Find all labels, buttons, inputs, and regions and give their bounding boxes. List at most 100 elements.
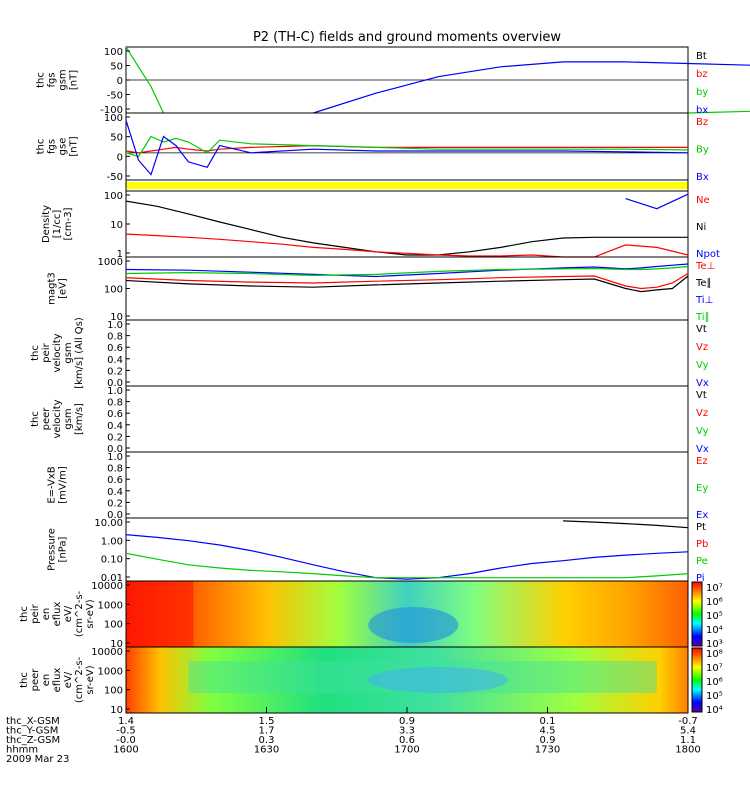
y-axis-label-line: velocity (52, 399, 63, 438)
y-axis-label-line: velocity (52, 333, 63, 372)
ephemeris-value: 5.4 (680, 726, 696, 737)
y-axis-label-line: Pressure (47, 528, 58, 571)
y-axis-label: Pressure [nPa] (47, 528, 69, 571)
panel-frame (125, 319, 689, 387)
y-tick-label: 100 (104, 113, 123, 124)
y-axis-label-line: fgs (47, 139, 58, 154)
ephemeris-value: 0.1 (540, 716, 556, 727)
y-axis-label-line: peir (30, 603, 41, 623)
ephemeris-value: 1600 (113, 745, 138, 756)
panel-frame (125, 112, 689, 181)
y-axis-label: thc fgs gse [nT] (36, 136, 80, 156)
legend-entry-ex: Ex (696, 510, 708, 521)
y-axis-label: E=-VxB [mV/m] (47, 466, 69, 504)
date-label: 2009 Mar 23 (6, 754, 69, 765)
y-tick-label: 100 (104, 285, 123, 296)
y-tick-label: 0.2 (107, 432, 123, 443)
legend: Bt bz by bx (696, 51, 708, 116)
colorbar-tick-label: 10⁴ (706, 625, 723, 636)
y-tick-label: 0.6 (107, 475, 123, 486)
series-line-te (125, 272, 689, 290)
panel-fgs-gse: 100 50 0 -50 thc fgs gse [nT] Bz By Bx (36, 112, 709, 183)
y-axis-label-line: E=-VxB (47, 466, 58, 503)
y-axis-label-line: [eV] (58, 278, 69, 299)
y-axis-label: thc peir en eflux eV/(cm^2-s-sr-eV) (19, 590, 96, 637)
y-tick-label: 0.6 (107, 409, 123, 420)
legend: Ne Ni Npot (696, 195, 720, 260)
y-axis-label-line: [nT] (69, 70, 80, 90)
legend-entry-by: By (696, 145, 709, 156)
y-tick-label: 50 (110, 62, 123, 73)
y-tick-label: 0.4 (107, 355, 123, 366)
legend-entry-vz: Vz (696, 342, 708, 353)
legend-entry-te: Te∥ (695, 278, 712, 289)
ephemeris-value: 1.5 (259, 716, 275, 727)
legend-entry-by: by (696, 87, 708, 98)
y-tick-label: 10 (110, 220, 123, 231)
y-axis-label-line: sr-eV) (85, 665, 96, 694)
panel-frame (125, 385, 689, 453)
y-tick-label: 0.8 (107, 332, 123, 343)
legend-entry-pb: Pb (696, 539, 708, 550)
legend-entry-vz: Vz (696, 408, 708, 419)
legend-entry-pe: Pe (696, 556, 708, 567)
spectrogram-band (126, 581, 194, 647)
ephemeris-row-label: thc_X-GSM (6, 716, 60, 727)
y-tick-label: 1.00 (101, 536, 123, 547)
legend-entry-ti: Ti∥ (695, 312, 710, 323)
legend-entry-bt: Bt (696, 51, 707, 62)
legend-entry-vx: Vx (696, 444, 709, 455)
colorbar-scale (691, 647, 703, 713)
y-axis-label-line: fgs (47, 72, 58, 87)
y-tick-label: 10 (110, 639, 123, 650)
series-line-pt (563, 520, 689, 529)
legend-entry-vy: Vy (696, 426, 709, 437)
y-tick-label: 0.4 (107, 421, 123, 432)
ephemeris-value: 4.5 (540, 726, 556, 737)
colorbar: 10⁸ 10⁷ 10⁶ 10⁵ 10⁴ (691, 647, 723, 716)
y-axis-label-line: thc (19, 672, 30, 688)
colorbar-tick-label: 10⁵ (706, 691, 723, 702)
panel-temperature: 1000 100 10 magt3 [eV] Te⊥ Te∥ Ti⊥ Ti∥ (47, 256, 715, 323)
colorbar-tick-label: 10⁶ (706, 677, 723, 688)
y-axis-label-line: en (41, 674, 52, 687)
panel-pressure: 10.00 1.00 0.10 0.01 Pressure [nPa] Pt Pb Pe Pi (47, 517, 708, 584)
legend-entry-pi: Pi (696, 573, 705, 584)
ephemeris-value: 0.9 (540, 735, 556, 746)
colorbar-scale (691, 581, 703, 647)
y-axis-label-line: peir (41, 342, 52, 362)
y-axis-label: Density [1/cc] [cm-3] (41, 205, 74, 243)
y-tick-label: 10000 (91, 581, 123, 592)
legend: Pt Pb Pe Pi (696, 522, 708, 584)
series-line-pe (125, 552, 689, 579)
ephemeris-row-label: hhmm (6, 745, 38, 756)
ephemeris-value: 0.9 (399, 716, 415, 727)
y-axis-label-line: [km/s] (All Qs) (74, 317, 85, 389)
ephemeris-value: 3.3 (399, 726, 415, 737)
y-axis-label-line: eflux (52, 602, 63, 627)
legend-entry-vx: Vx (696, 378, 709, 389)
y-tick-label: 0.0 (107, 378, 123, 389)
colorbar-tick-label: 10⁸ (706, 649, 723, 660)
panel-frame (125, 256, 689, 321)
y-tick-label: 100 (104, 47, 123, 58)
ephemeris-value: 1630 (254, 745, 279, 756)
panel-frame (125, 517, 689, 582)
y-tick-label: 0.0 (107, 444, 123, 455)
legend-entry-ey: Ey (696, 483, 708, 494)
legend: Bz By Bx (696, 117, 709, 183)
colorbar-tick-label: 10⁶ (706, 597, 723, 608)
ephemeris-value: -0.0 (116, 735, 136, 746)
y-tick-label: -50 (107, 91, 123, 102)
y-axis-label-line: eV/ (63, 605, 74, 622)
y-tick-label: 0.8 (107, 398, 123, 409)
ephemeris-value: 1.4 (118, 716, 134, 727)
y-axis-label-line: [nT] (69, 136, 80, 156)
state-bar (126, 182, 688, 189)
legend-entry-vt: Vt (696, 390, 707, 401)
y-axis-label-line: sr-eV) (85, 599, 96, 628)
series-line-te (125, 275, 689, 293)
y-axis-label-line: [nPa] (58, 536, 69, 562)
series-line-bx (125, 120, 689, 176)
